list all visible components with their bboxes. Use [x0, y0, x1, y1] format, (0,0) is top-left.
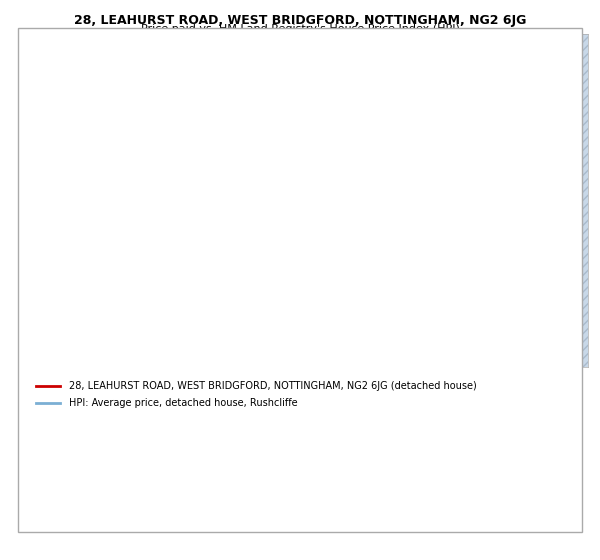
Bar	[538, 34, 588, 367]
Text: 13% ↑ HPI: 13% ↑ HPI	[360, 432, 415, 442]
Text: 2: 2	[35, 449, 43, 459]
Text: 28-FEB-2024: 28-FEB-2024	[72, 449, 139, 459]
Text: 28, LEAHURST ROAD, WEST BRIDGFORD, NOTTINGHAM, NG2 6JG (detached house): 28, LEAHURST ROAD, WEST BRIDGFORD, NOTTI…	[69, 381, 477, 391]
Text: 28, LEAHURST ROAD, WEST BRIDGFORD, NOTTINGHAM, NG2 6JG: 28, LEAHURST ROAD, WEST BRIDGFORD, NOTTI…	[74, 14, 526, 27]
Text: 1: 1	[35, 432, 43, 442]
Text: 2: 2	[547, 49, 556, 62]
Text: 25-JUL-2001: 25-JUL-2001	[72, 432, 136, 442]
Text: £735,000: £735,000	[216, 449, 265, 459]
Text: 62% ↑ HPI: 62% ↑ HPI	[360, 449, 415, 459]
Text: Price paid vs. HM Land Registry's House Price Index (HPI): Price paid vs. HM Land Registry's House …	[140, 24, 460, 34]
Text: HPI: Average price, detached house, Rushcliffe: HPI: Average price, detached house, Rush…	[69, 398, 298, 408]
Text: Contains HM Land Registry data © Crown copyright and database right 2024.
This d: Contains HM Land Registry data © Crown c…	[30, 473, 356, 493]
Text: 1: 1	[173, 49, 182, 62]
Text: £180,000: £180,000	[216, 432, 265, 442]
